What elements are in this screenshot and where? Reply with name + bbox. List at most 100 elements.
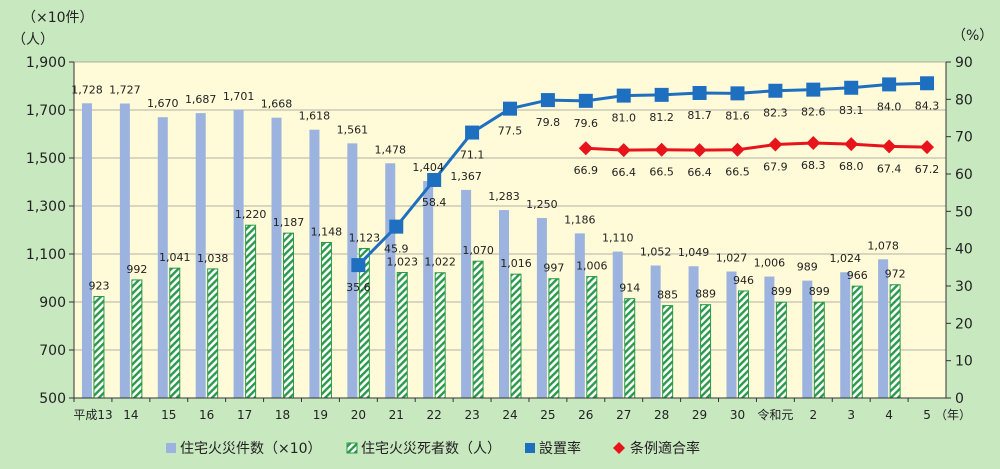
- label-deaths: 1,123: [349, 231, 381, 244]
- right-axis-tick-label: 80: [955, 92, 973, 108]
- label-deaths: 914: [619, 282, 640, 295]
- right-axis-tick-label: 30: [955, 279, 973, 295]
- label-deaths: 992: [126, 263, 147, 276]
- x-tick-label: 19: [313, 408, 328, 422]
- install-rate-label: 45.9: [384, 243, 409, 256]
- label-fire-count: 1,049: [678, 246, 710, 259]
- compliance-rate-point: [616, 143, 631, 158]
- label-fire-count: 1,404: [412, 161, 444, 174]
- install-rate-point: [616, 88, 631, 103]
- install-rate-label: 83.1: [839, 104, 864, 117]
- x-tick-label: 27: [616, 408, 631, 422]
- install-rate-label: 82.6: [801, 106, 826, 119]
- legend-swatch-install-rate: [525, 443, 535, 453]
- compliance-rate-point: [768, 137, 783, 152]
- left-axis-tick-label: 900: [39, 295, 66, 311]
- label-deaths: 997: [543, 262, 564, 275]
- bar-fire-count: [878, 259, 889, 398]
- compliance-rate-label: 66.4: [687, 166, 712, 179]
- bar-deaths: [662, 305, 674, 399]
- install-rate-point: [503, 101, 517, 116]
- bar-deaths: [131, 279, 143, 399]
- label-fire-count: 1,283: [488, 190, 520, 203]
- label-fire-count: 1,618: [299, 110, 331, 123]
- bar-deaths: [320, 241, 332, 399]
- bar-deaths: [396, 271, 408, 399]
- label-fire-count: 1,078: [867, 239, 899, 252]
- bar-deaths: [169, 267, 181, 399]
- bar-deaths: [586, 276, 598, 399]
- install-rate-point: [427, 172, 442, 187]
- x-tick-label: 2: [809, 408, 817, 422]
- install-rate-label: 81.7: [687, 109, 712, 122]
- bar-deaths: [775, 301, 787, 399]
- bar-deaths: [813, 301, 825, 399]
- label-deaths: 923: [88, 279, 109, 292]
- bar-deaths: [851, 285, 863, 399]
- x-tick-label: 3: [847, 408, 855, 422]
- label-fire-count: 1,668: [261, 98, 293, 111]
- label-fire-count: 1,110: [602, 232, 634, 245]
- label-deaths: 1,016: [500, 257, 532, 270]
- label-deaths: 1,038: [197, 252, 229, 265]
- right-axis-tick-label: 0: [955, 391, 964, 407]
- install-rate-point: [389, 219, 404, 234]
- label-deaths: 899: [771, 285, 792, 298]
- right-axis-tick-label: 50: [955, 204, 973, 220]
- compliance-rate-label: 68.0: [839, 160, 864, 173]
- bar-deaths: [624, 298, 636, 399]
- x-tick-label: 5: [923, 408, 931, 422]
- left-axis-tick-label: 500: [39, 391, 66, 407]
- bar-fire-count: [840, 272, 851, 398]
- install-rate-point: [768, 83, 783, 98]
- bar-fire-count: [802, 280, 813, 398]
- label-deaths: 1,187: [273, 216, 305, 229]
- label-fire-count: 1,367: [450, 170, 482, 183]
- legend-label-compliance-rate: 条例適合率: [630, 440, 700, 457]
- compliance-rate-label: 66.4: [611, 166, 636, 179]
- bar-fire-count: [423, 181, 434, 398]
- bar-fire-count: [233, 109, 244, 398]
- compliance-rate-point: [882, 139, 897, 154]
- compliance-rate-point: [730, 142, 745, 157]
- label-fire-count: 989: [797, 261, 818, 274]
- label-fire-count: 1,687: [185, 93, 217, 106]
- install-rate-point: [844, 80, 859, 95]
- label-fire-count: 1,024: [829, 252, 861, 265]
- x-axis-suffix: （年）: [935, 408, 971, 422]
- bar-deaths: [548, 278, 560, 399]
- label-fire-count: 1,561: [337, 123, 369, 136]
- x-tick-label: 14: [123, 408, 138, 422]
- bar-fire-count: [764, 276, 775, 398]
- x-tick-label: 令和元: [757, 407, 793, 422]
- x-tick-label: 30: [730, 408, 745, 422]
- bar-fire-count: [650, 265, 661, 398]
- label-deaths: 946: [733, 274, 754, 287]
- install-rate-label: 82.3: [763, 107, 788, 120]
- label-fire-count: 1,186: [564, 213, 596, 226]
- x-tick-label: 18: [275, 408, 290, 422]
- label-deaths: 1,220: [235, 208, 267, 221]
- compliance-rate-label: 67.4: [877, 162, 902, 175]
- install-rate-label: 84.0: [877, 100, 902, 113]
- data-labels: 1,728 923 1,727 992 1,670 1,041 1,687 1,038 1,70…: [71, 83, 939, 301]
- x-tick-label: 15: [161, 408, 176, 422]
- bar-fire-count: [385, 163, 396, 398]
- left-unit-label-1: （×10件）: [22, 10, 94, 26]
- compliance-rate-label: 67.9: [763, 161, 788, 174]
- compliance-rate-point: [692, 143, 707, 158]
- install-rate-label: 35.6: [346, 281, 371, 294]
- install-rate-label: 81.6: [725, 109, 750, 122]
- right-axis-tick-label: 40: [955, 242, 973, 258]
- install-rate-point: [730, 86, 745, 101]
- bar-fire-count: [271, 117, 282, 399]
- label-deaths: 899: [809, 285, 830, 298]
- label-fire-count: 1,701: [223, 90, 255, 103]
- legend-swatch-deaths: [346, 442, 358, 454]
- right-axis-tick-label: 20: [955, 316, 973, 332]
- install-rate-point: [692, 85, 707, 100]
- label-fire-count: 1,052: [640, 246, 672, 259]
- label-deaths: 1,023: [387, 255, 419, 268]
- label-fire-count: 1,728: [71, 83, 103, 96]
